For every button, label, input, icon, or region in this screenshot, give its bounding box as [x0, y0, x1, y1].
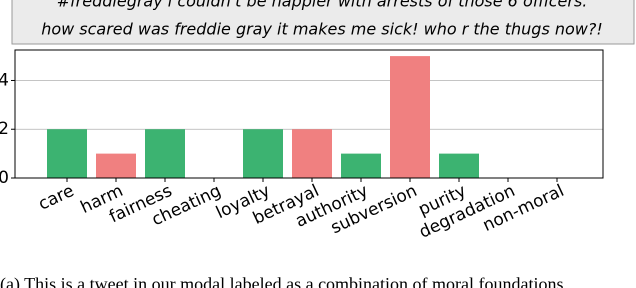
tweet-box: [11, 0, 635, 45]
bar: [292, 129, 332, 178]
x-tick-label: care: [35, 181, 77, 215]
tweet-line: how scared was freddie gray it makes me …: [41, 20, 603, 39]
plot-frame: [14, 49, 604, 179]
bar: [47, 129, 87, 178]
bar: [243, 129, 283, 178]
bar: [390, 56, 430, 178]
bar: [341, 153, 381, 178]
caption: (a) This is a tweet in our modal labeled…: [0, 274, 564, 288]
y-tick-label: 2: [0, 119, 9, 139]
tweet-line: #freddiegray i couldn't be happier with …: [57, 0, 588, 11]
bar: [96, 153, 136, 178]
bar: [439, 153, 479, 178]
y-tick-label: 0: [0, 168, 9, 188]
y-tick-label: 4: [0, 70, 9, 90]
bar: [145, 129, 185, 178]
